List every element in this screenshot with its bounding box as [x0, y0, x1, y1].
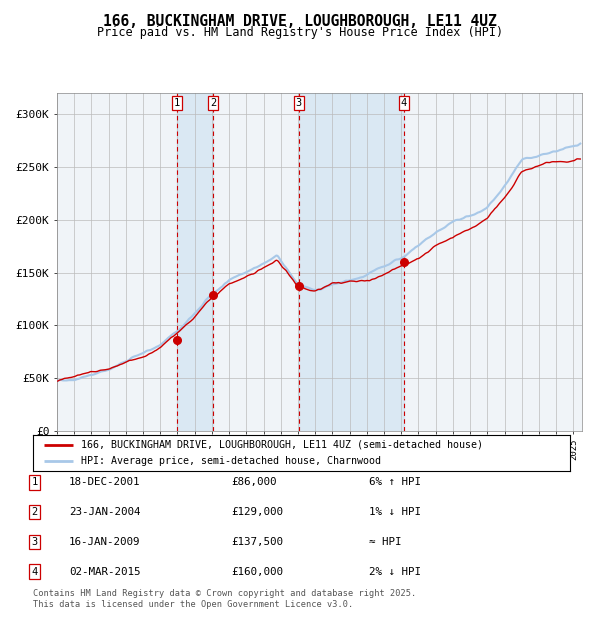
Text: 02-MAR-2015: 02-MAR-2015 — [69, 567, 140, 577]
Text: £137,500: £137,500 — [231, 537, 283, 547]
Bar — [299, 93, 404, 431]
Text: Price paid vs. HM Land Registry's House Price Index (HPI): Price paid vs. HM Land Registry's House … — [97, 26, 503, 39]
Text: 1: 1 — [173, 98, 180, 108]
Text: 23-JAN-2004: 23-JAN-2004 — [69, 507, 140, 517]
Text: 3: 3 — [296, 98, 302, 108]
Bar — [177, 93, 213, 431]
Text: ≈ HPI: ≈ HPI — [369, 537, 401, 547]
Text: Contains HM Land Registry data © Crown copyright and database right 2025.
This d: Contains HM Land Registry data © Crown c… — [33, 590, 416, 609]
Text: 166, BUCKINGHAM DRIVE, LOUGHBOROUGH, LE11 4UZ (semi-detached house): 166, BUCKINGHAM DRIVE, LOUGHBOROUGH, LE1… — [82, 440, 484, 450]
Text: 18-DEC-2001: 18-DEC-2001 — [69, 477, 140, 487]
Text: 2: 2 — [32, 507, 38, 517]
Text: 4: 4 — [401, 98, 407, 108]
Text: 3: 3 — [32, 537, 38, 547]
Text: HPI: Average price, semi-detached house, Charnwood: HPI: Average price, semi-detached house,… — [82, 456, 382, 466]
Text: 2% ↓ HPI: 2% ↓ HPI — [369, 567, 421, 577]
Text: 1% ↓ HPI: 1% ↓ HPI — [369, 507, 421, 517]
Text: 16-JAN-2009: 16-JAN-2009 — [69, 537, 140, 547]
Text: 166, BUCKINGHAM DRIVE, LOUGHBOROUGH, LE11 4UZ: 166, BUCKINGHAM DRIVE, LOUGHBOROUGH, LE1… — [103, 14, 497, 29]
Text: 4: 4 — [32, 567, 38, 577]
Text: £160,000: £160,000 — [231, 567, 283, 577]
Text: 6% ↑ HPI: 6% ↑ HPI — [369, 477, 421, 487]
Text: £86,000: £86,000 — [231, 477, 277, 487]
Text: £129,000: £129,000 — [231, 507, 283, 517]
Text: 2: 2 — [210, 98, 216, 108]
Text: 1: 1 — [32, 477, 38, 487]
